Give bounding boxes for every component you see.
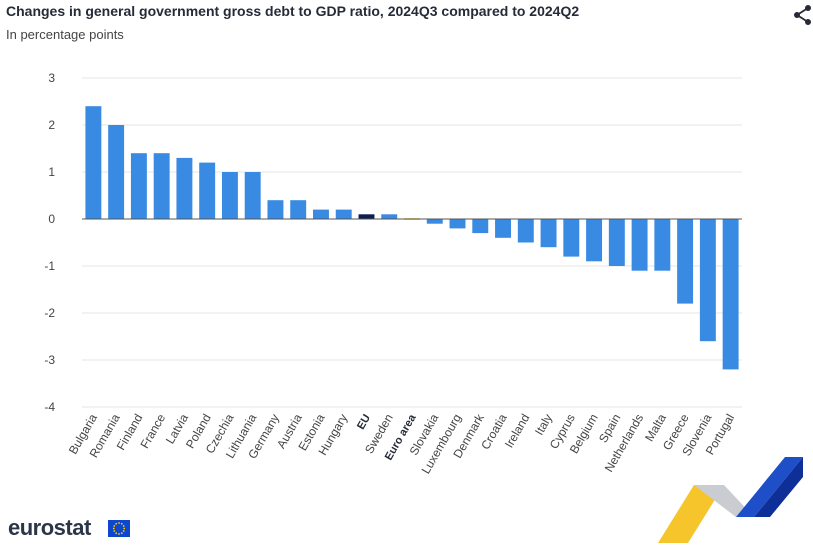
bar-eu[interactable] xyxy=(358,214,375,219)
y-tick-label: 0 xyxy=(48,212,55,226)
bar-portugal[interactable] xyxy=(722,219,739,370)
bar-estonia[interactable] xyxy=(313,209,329,219)
y-tick-label: -4 xyxy=(44,400,55,414)
bar-lithuania[interactable] xyxy=(244,172,261,219)
y-axis-ticks: 3 2 1 0 -1 -2 -3 -4 xyxy=(44,71,55,414)
chart-subtitle: In percentage points xyxy=(6,27,124,42)
decorative-ribbon-icon xyxy=(650,455,813,548)
y-tick-label: -2 xyxy=(44,306,55,320)
y-tick-label: 3 xyxy=(48,71,55,85)
bar-netherlands[interactable] xyxy=(631,219,648,271)
y-tick-label: -1 xyxy=(44,259,55,273)
bar-italy[interactable] xyxy=(540,219,557,248)
eurostat-logo: eurostat xyxy=(8,515,91,540)
eu-flag-icon xyxy=(108,520,130,542)
bar-latvia[interactable] xyxy=(176,157,193,219)
bar-poland[interactable] xyxy=(199,162,216,219)
bar-romania[interactable] xyxy=(108,125,125,219)
bar-germany[interactable] xyxy=(267,200,284,219)
bar-hungary[interactable] xyxy=(335,209,352,219)
bar-slovakia[interactable] xyxy=(426,219,443,224)
bar-ireland[interactable] xyxy=(517,219,534,243)
bar-croatia[interactable] xyxy=(495,219,511,238)
bar-slovenia[interactable] xyxy=(699,219,716,342)
x-axis-labels: BulgariaRomaniaFinlandFranceLatviaPoland… xyxy=(66,411,737,477)
bar-france[interactable] xyxy=(153,153,170,219)
bar-sweden[interactable] xyxy=(381,214,398,219)
bar-czechia[interactable] xyxy=(221,172,238,219)
bars xyxy=(85,106,739,370)
bar-malta[interactable] xyxy=(654,219,671,271)
bar-luxembourg[interactable] xyxy=(449,219,466,229)
share-icon[interactable] xyxy=(792,4,813,26)
bar-belgium[interactable] xyxy=(586,219,603,262)
bar-spain[interactable] xyxy=(608,219,625,266)
bar-greece[interactable] xyxy=(677,219,694,304)
bar-denmark[interactable] xyxy=(472,219,489,234)
x-tick-label: EU xyxy=(355,412,373,431)
y-tick-label: 2 xyxy=(48,118,55,132)
bar-bulgaria[interactable] xyxy=(85,106,102,219)
bar-finland[interactable] xyxy=(130,153,147,219)
y-tick-label: 1 xyxy=(48,165,55,179)
chart-title: Changes in general government gross debt… xyxy=(6,3,580,19)
bar-austria[interactable] xyxy=(290,200,307,219)
x-tick-label: Italy xyxy=(532,412,555,438)
bar-cyprus[interactable] xyxy=(563,219,580,257)
y-tick-label: -3 xyxy=(44,353,55,367)
